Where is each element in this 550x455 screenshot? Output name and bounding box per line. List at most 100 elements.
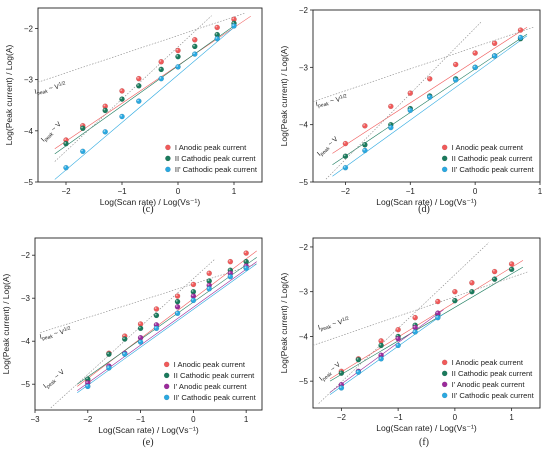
x-tick-label: −1 [394, 413, 404, 422]
data-point [119, 88, 125, 94]
legend-marker [441, 166, 448, 173]
data-point [517, 27, 524, 33]
data-point-highlight [154, 323, 157, 325]
data-point-highlight [492, 41, 495, 44]
data-point-highlight [176, 54, 179, 57]
data-point-highlight [193, 38, 195, 40]
data-point [342, 140, 349, 147]
data-point [412, 329, 418, 335]
y-tick-label: −3 [299, 63, 309, 72]
data-point-highlight [470, 289, 472, 292]
y-tick-label: −4 [299, 121, 309, 130]
data-point [174, 310, 181, 316]
data-point-highlight [175, 299, 178, 302]
data-point-highlight [396, 334, 399, 337]
data-point [491, 268, 498, 275]
data-point-highlight [207, 279, 210, 282]
data-point-highlight [120, 89, 123, 92]
x-axis-label: Log(Scan rate) / Log(Vs⁻¹) [98, 425, 199, 435]
y-axis-label: Log(Peak current) / Log(A) [1, 274, 11, 375]
data-point-highlight [408, 108, 411, 111]
data-point [175, 64, 181, 70]
reference-line [40, 263, 257, 333]
data-point-highlight [413, 330, 416, 333]
reference-line [50, 259, 215, 409]
fit-line [332, 26, 528, 154]
data-point-highlight [123, 352, 125, 355]
data-point-highlight [492, 277, 495, 280]
reference-line [318, 242, 490, 404]
data-point-highlight [103, 104, 106, 107]
data-point-highlight [64, 138, 67, 141]
data-point [395, 342, 401, 349]
data-point-highlight [413, 315, 416, 318]
y-tick-label: −4 [299, 332, 309, 341]
data-point [121, 336, 128, 342]
data-point-highlight [191, 290, 194, 292]
x-tick-label: −1 [136, 415, 146, 424]
x-tick-label: 0 [453, 413, 458, 422]
data-point [158, 75, 164, 82]
data-point-highlight [379, 339, 382, 341]
x-tick-label: −1 [406, 187, 416, 196]
data-point [106, 365, 112, 371]
legend-marker [441, 359, 448, 366]
data-point [190, 281, 197, 288]
data-point [517, 34, 524, 41]
data-point-highlight [193, 44, 195, 47]
data-point-highlight [339, 383, 342, 385]
scaling-annotation: Ipeak ~ V [42, 368, 67, 391]
y-tick-label: −5 [299, 178, 309, 187]
data-point-highlight [120, 114, 123, 117]
data-point-highlight [244, 266, 247, 269]
data-point [435, 298, 441, 305]
data-point-highlight [492, 269, 495, 272]
data-point-highlight [86, 384, 88, 387]
legend-entry: I Anodic peak current [452, 143, 524, 152]
data-point [338, 370, 345, 376]
data-point-highlight [232, 24, 235, 27]
y-tick-label: −2 [299, 6, 309, 15]
y-tick-label: −4 [21, 337, 31, 346]
y-axis-label: Log(Peak current) / Log(A) [279, 273, 289, 374]
data-point-highlight [428, 77, 430, 79]
data-point-highlight [176, 65, 179, 67]
legend-marker [441, 381, 448, 388]
data-point-highlight [244, 251, 247, 254]
data-point-highlight [120, 97, 123, 100]
data-point [388, 103, 394, 110]
data-point [342, 164, 349, 171]
legend-marker [163, 394, 170, 401]
data-point [426, 94, 433, 100]
legend-marker [441, 392, 448, 399]
data-point-highlight [428, 95, 430, 98]
data-point-highlight [453, 298, 455, 301]
data-point-highlight [396, 343, 399, 346]
data-point [355, 356, 362, 363]
data-point-highlight [339, 386, 342, 388]
data-point-highlight [356, 357, 359, 360]
data-point-highlight [363, 124, 365, 126]
panel-label: (d) [418, 204, 430, 215]
plot-frame [312, 237, 541, 409]
data-point [80, 148, 86, 155]
chart-panel-d: −2 −1 0 1 −5 −4 −3 −2 Log(Scan rate) / Log(Vs⁻¹)… [279, 6, 543, 215]
data-point-highlight [137, 84, 139, 86]
legend-entry: I' Anodic peak current [174, 382, 248, 391]
data-point [338, 385, 345, 391]
data-point [153, 306, 160, 312]
data-point [378, 342, 384, 349]
data-point [395, 335, 401, 342]
data-point [192, 51, 198, 57]
fit-line [329, 260, 524, 380]
chart-panel-e: −3 −2 −1 0 1 −5 −4 −3 −2 Log(Scan rate) / Log(Vs⁻… [1, 237, 263, 448]
data-point-highlight [492, 54, 495, 56]
x-tick-label: 0 [176, 187, 181, 196]
data-point-highlight [175, 311, 178, 314]
data-point [407, 90, 414, 96]
data-point-highlight [363, 143, 365, 145]
data-point [472, 50, 478, 56]
panel-label: (f) [419, 437, 429, 448]
data-point-highlight [453, 62, 456, 65]
